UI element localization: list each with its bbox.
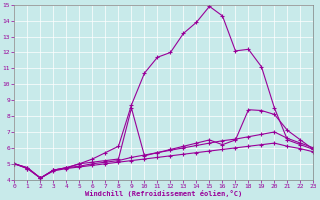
X-axis label: Windchill (Refroidissement éolien,°C): Windchill (Refroidissement éolien,°C) <box>85 190 243 197</box>
